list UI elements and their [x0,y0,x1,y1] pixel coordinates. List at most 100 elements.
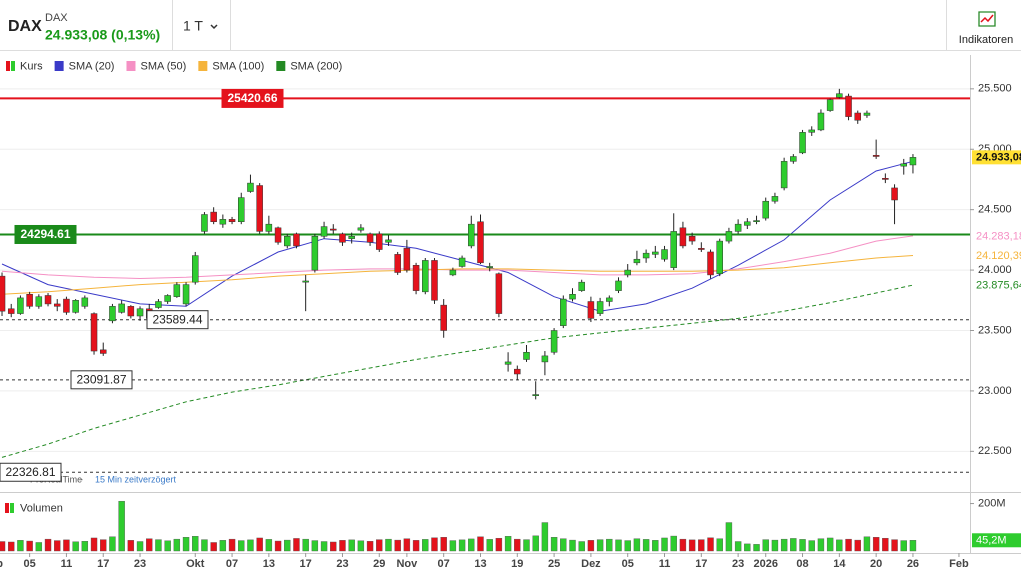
candle-body [900,163,908,167]
candle-body [0,275,6,312]
candle-body [366,233,374,243]
candle-body [274,227,282,243]
candle-body [127,306,135,317]
volume-bar [376,539,383,552]
volume-bar [394,539,401,552]
candle-body [53,303,61,307]
value-badge [972,248,1021,263]
level-label-box [146,310,209,330]
candle-body [449,269,457,276]
volume-bar [210,542,217,552]
volume-bar [265,539,273,552]
volume-bar [909,540,917,552]
volume-bar [578,541,585,552]
y-tick-label: 23.500 [978,324,1012,336]
volume-bar [661,537,668,552]
volume-bar [192,536,199,552]
candle-body [302,280,309,283]
volume-bar [560,538,567,552]
volume-bar [688,539,696,552]
candle-body [477,221,484,264]
candle-body [744,221,751,226]
candle-body [615,280,622,291]
candle-body [330,228,337,231]
candle-body [891,187,898,201]
candle-body [661,249,668,260]
legend-swatch [11,61,15,71]
indicators-label[interactable]: Indikatoren [959,34,1013,46]
candle-body [872,155,880,157]
interval-selector[interactable]: 1 T [183,18,218,34]
volume-bar [26,540,33,552]
volume-bar [845,538,852,552]
candle-body [17,297,24,314]
legend-swatch [5,503,9,513]
volume-bar [449,540,457,552]
candle-body [72,300,79,313]
volume-bar [431,537,438,552]
candle-body [495,273,503,314]
candle-body [836,93,843,98]
candle-body [173,284,181,297]
level-label-box [221,88,284,108]
value-badge [972,228,1021,243]
legend-swatch [126,61,136,71]
candle-body [909,157,917,166]
y-tick-label: 200M [978,497,1006,509]
candle-body [587,301,595,319]
legend-item[interactable]: SMA (100) [198,60,264,72]
volume-bar [256,537,263,552]
interval[interactable]: 1 T [183,18,203,34]
dropdown-chevron[interactable] [210,24,218,30]
volume-bar [63,539,70,552]
volume-bar [771,539,779,552]
candle-body [403,248,411,271]
volume-bar [366,541,374,552]
legend-item[interactable]: SMA (50) [126,60,186,72]
candle-body [532,394,539,396]
candle-body [431,260,438,301]
candle-body [790,156,797,162]
volume-bar [72,541,79,552]
level-label: 24294.61 [20,227,70,241]
legend-swatch [6,61,10,71]
candle-body [698,248,705,250]
indicators-icon[interactable] [978,11,996,27]
candle-body [725,231,733,242]
candle-body [882,178,889,180]
volume-bar [652,540,659,552]
candle-body [81,297,89,307]
indicators-button[interactable]: Indikatoren [959,11,1013,46]
indicators-icon-line[interactable] [980,14,994,23]
x-tick-label: 13 [263,558,275,570]
volume-bar [698,539,705,552]
legend-item[interactable]: SMA (200) [276,60,342,72]
legend-item[interactable]: Kurs [6,60,43,72]
legend-item[interactable]: SMA (20) [54,60,115,72]
candle-body [136,308,144,317]
volume-bar [403,538,411,552]
candle-body [422,260,429,293]
volume-bar [514,538,521,552]
candle-body [238,197,245,222]
volume-bar [320,541,328,552]
volume-bar [8,541,15,552]
candle-body [320,226,328,237]
level-label: 22326.81 [5,465,55,479]
x-tick-label: Dez [581,558,601,570]
volume-bar [615,539,622,552]
volume-bar [587,540,595,552]
candle-body [716,240,723,274]
x-tick-label: 11 [61,558,73,570]
volume-bar [725,522,733,552]
volume-bar [780,538,788,552]
volume-badge [972,533,1021,548]
volume-bar [109,536,116,552]
x-tick-label: 23 [336,558,348,570]
price-plot [0,88,970,473]
x-tick-label: 23 [732,558,744,570]
candle-body [192,255,199,283]
level-label-box [14,224,77,244]
volume-bar [274,540,282,552]
